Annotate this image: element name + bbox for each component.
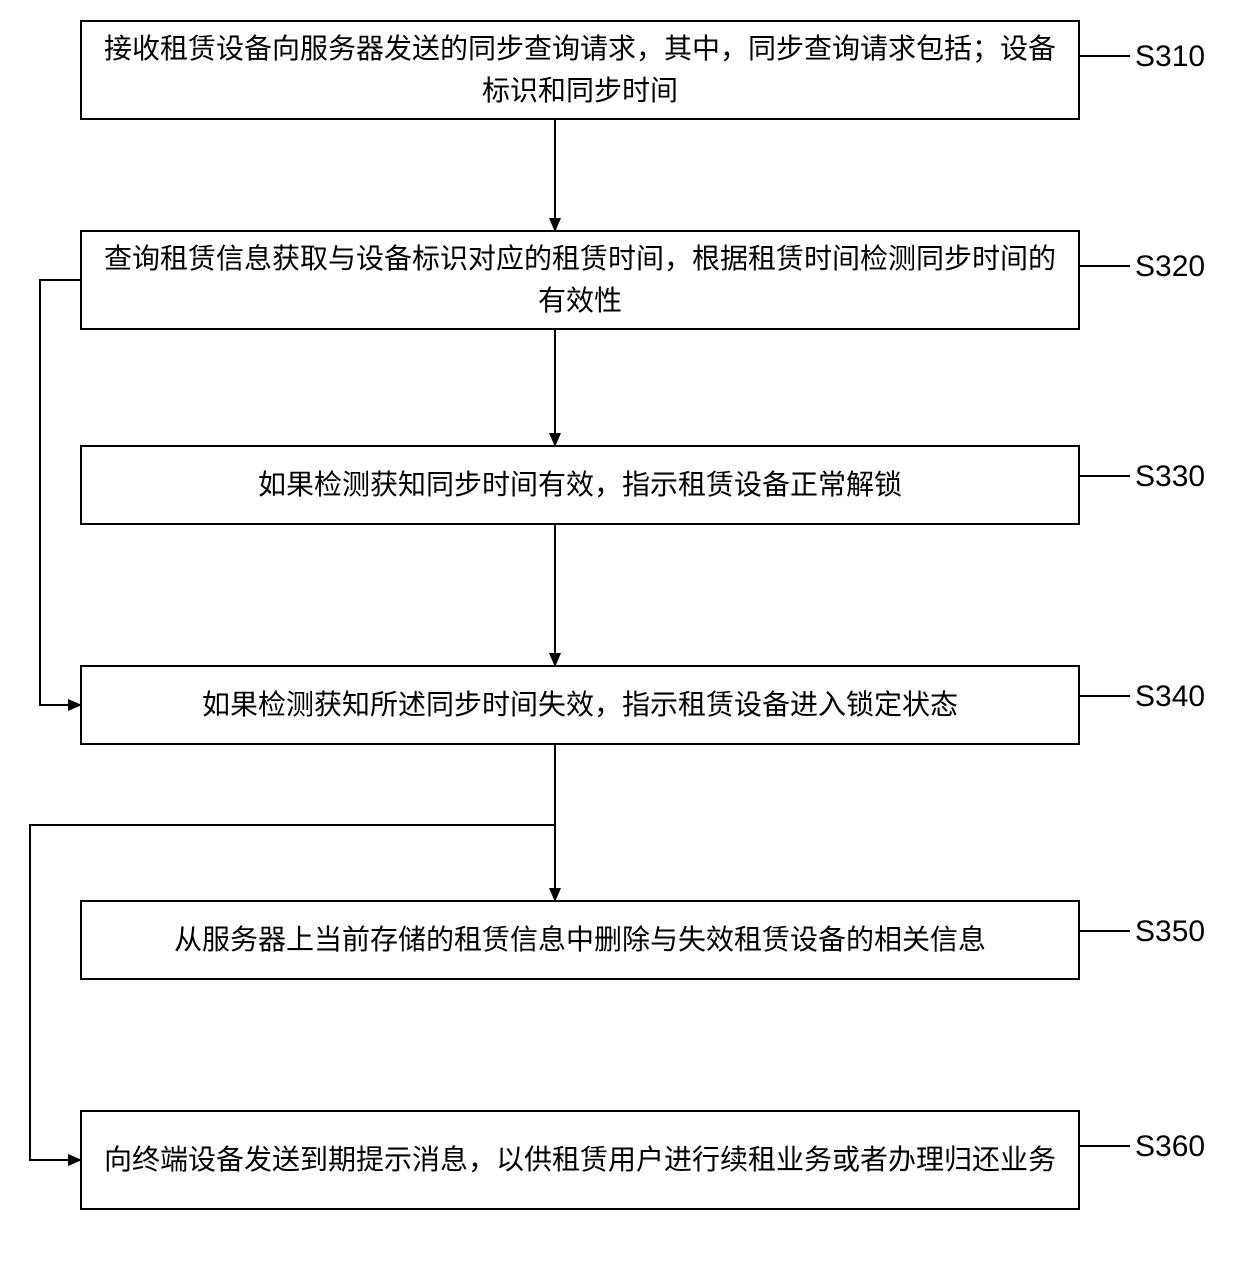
connector-layer (0, 0, 1240, 1285)
flowchart-container: 接收租赁设备向服务器发送的同步查询请求，其中，同步查询请求包括；设备标识和同步时… (0, 0, 1240, 1285)
step-label-s330: S330 (1135, 460, 1205, 494)
step-box-s330: 如果检测获知同步时间有效，指示租赁设备正常解锁 (80, 445, 1080, 525)
step-text: 接收租赁设备向服务器发送的同步查询请求，其中，同步查询请求包括；设备标识和同步时… (102, 28, 1058, 112)
step-box-s320: 查询租赁信息获取与设备标识对应的租赁时间，根据租赁时间检测同步时间的有效性 (80, 230, 1080, 330)
step-label-s320: S320 (1135, 250, 1205, 284)
step-box-s310: 接收租赁设备向服务器发送的同步查询请求，其中，同步查询请求包括；设备标识和同步时… (80, 20, 1080, 120)
label-leader (1080, 930, 1130, 932)
step-text: 从服务器上当前存储的租赁信息中删除与失效租赁设备的相关信息 (174, 919, 986, 961)
arrow-s320-s340-side (40, 280, 80, 705)
label-leader (1080, 55, 1130, 57)
label-leader (1080, 1145, 1130, 1147)
step-text: 查询租赁信息获取与设备标识对应的租赁时间，根据租赁时间检测同步时间的有效性 (102, 238, 1058, 322)
label-leader (1080, 695, 1130, 697)
step-label-s360: S360 (1135, 1130, 1205, 1164)
step-text: 向终端设备发送到期提示消息，以供租赁用户进行续租业务或者办理归还业务 (104, 1139, 1056, 1181)
step-box-s340: 如果检测获知所述同步时间失效，指示租赁设备进入锁定状态 (80, 665, 1080, 745)
step-box-s350: 从服务器上当前存储的租赁信息中删除与失效租赁设备的相关信息 (80, 900, 1080, 980)
step-box-s360: 向终端设备发送到期提示消息，以供租赁用户进行续租业务或者办理归还业务 (80, 1110, 1080, 1210)
label-leader (1080, 475, 1130, 477)
step-label-s310: S310 (1135, 40, 1205, 74)
step-text: 如果检测获知同步时间有效，指示租赁设备正常解锁 (258, 464, 902, 506)
step-label-s340: S340 (1135, 680, 1205, 714)
step-label-s350: S350 (1135, 915, 1205, 949)
label-leader (1080, 265, 1130, 267)
step-text: 如果检测获知所述同步时间失效，指示租赁设备进入锁定状态 (202, 684, 958, 726)
